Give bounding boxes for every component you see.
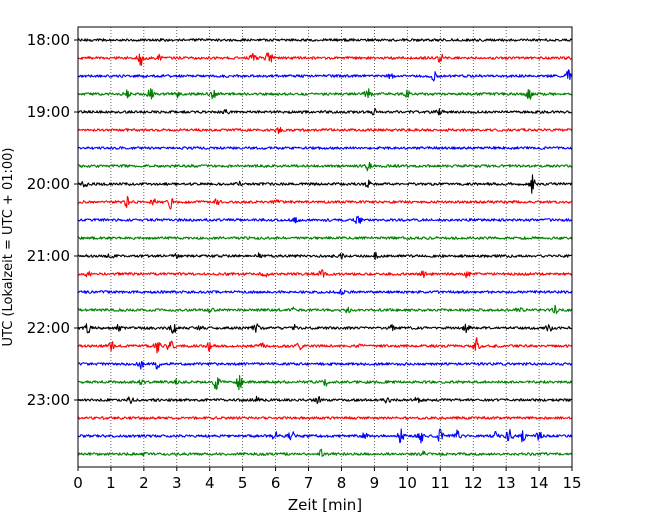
seismic-trace [77,107,573,116]
seismic-trace [77,375,573,391]
seismic-trace [77,161,573,172]
seismic-trace [77,146,573,150]
y-tick-label: 19:00 [27,103,70,121]
seismic-trace [77,195,573,210]
seismic-trace [77,269,573,279]
x-tick-label: 13 [497,474,516,492]
seismic-trace [77,251,573,261]
x-tick-label: 15 [562,474,581,492]
seismic-trace [77,215,573,225]
x-tick-label: 5 [238,474,248,492]
x-tick-label: 11 [431,474,450,492]
x-tick-label: 2 [139,474,149,492]
seismic-trace [77,395,573,405]
x-tick-label: 12 [464,474,483,492]
y-tick-label: 20:00 [27,175,70,193]
x-tick-label: 14 [530,474,549,492]
plot-frame [77,26,573,468]
y-tick-label: 23:00 [27,391,70,409]
seismic-trace [77,288,573,296]
x-axis-label: Zeit [min] [288,496,362,514]
x-tick-label: 6 [271,474,281,492]
seismic-trace [77,174,573,194]
seismic-trace [77,416,573,420]
seismic-trace [77,361,573,370]
seismic-trace [77,126,573,135]
y-tick-label: 21:00 [27,247,70,265]
x-tick-label: 4 [205,474,215,492]
seismic-trace [77,304,573,315]
y-tick-label: 18:00 [27,31,70,49]
x-tick-label: 10 [398,474,417,492]
seismic-trace [77,52,573,66]
y-axis-label: UTC (Lokalzeit = UTC + 01:00) [1,148,16,347]
x-tick-label: 9 [370,474,380,492]
seismic-trace [77,323,573,334]
vertical-grid-lines [110,27,540,467]
x-tick-label: 1 [106,474,116,492]
seismic-trace [77,236,573,240]
seismic-trace [77,337,573,354]
seismic-trace [77,448,573,457]
seismic-traces [77,38,573,457]
y-tick-label: 22:00 [27,319,70,337]
x-axis-ticks: 0 1 2 3 4 5 6 7 8 9 10 11 12 13 14 15 [73,467,582,492]
seismic-trace [77,428,573,444]
seismic-trace [77,38,573,42]
x-tick-label: 3 [172,474,182,492]
x-tick-label: 7 [304,474,314,492]
seismic-trace [77,88,573,100]
y-axis-ticks: 18:00 19:00 20:00 21:00 22:00 23:00 [27,31,78,409]
seismic-trace [77,69,573,82]
x-tick-label: 0 [73,474,83,492]
x-tick-label: 8 [337,474,347,492]
